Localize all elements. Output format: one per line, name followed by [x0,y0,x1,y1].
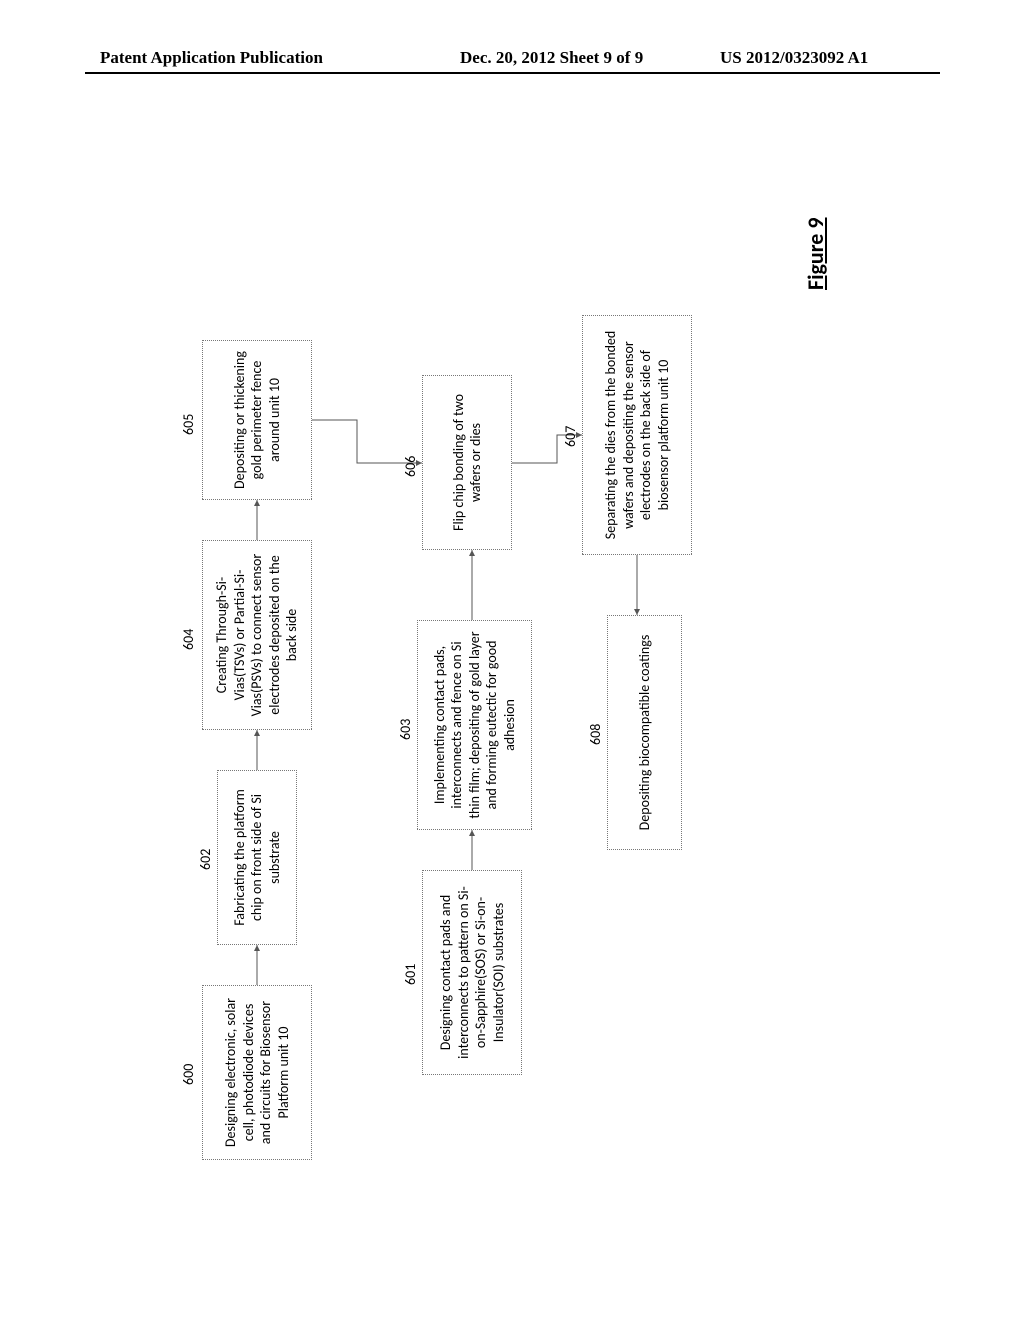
ref-601: 601 [402,964,419,985]
node-600-text: Designing electronic, solar cell, photod… [222,994,292,1151]
node-601-text: Designing contact pads and interconnects… [437,879,507,1066]
node-607-text: Separating the dies from the bonded wafe… [602,324,672,546]
node-608-text: Depositing biocompatible coatings [636,624,654,841]
ref-605: 605 [180,414,197,435]
node-600: Designing electronic, solar cell, photod… [202,985,312,1160]
ref-602: 602 [197,849,214,870]
node-606: Flip chip bonding of two wafers or dies [422,375,512,550]
page: Patent Application Publication Dec. 20, … [0,0,1024,1320]
header-mid: Dec. 20, 2012 Sheet 9 of 9 [460,48,643,68]
node-605-text: Depositing or thickening gold perimeter … [231,349,284,491]
figure-9-diagram: Designing electronic, solar cell, photod… [2,248,1022,1072]
node-601: Designing contact pads and interconnects… [422,870,522,1075]
ref-606: 606 [402,456,419,477]
node-602: Fabricating the platform chip on front s… [217,770,297,945]
header-left: Patent Application Publication [100,48,323,68]
node-603: Implementing contact pads, interconnects… [417,620,532,830]
ref-608: 608 [587,724,604,745]
node-605: Depositing or thickening gold perimeter … [202,340,312,500]
ref-607: 607 [562,426,579,447]
ref-603: 603 [397,719,414,740]
ref-600: 600 [180,1064,197,1085]
diagram-inner: Designing electronic, solar cell, photod… [162,150,862,1170]
header-right: US 2012/0323092 A1 [720,48,868,68]
ref-604: 604 [180,629,197,650]
figure-label: Figure 9 [802,217,829,290]
node-603-text: Implementing contact pads, interconnects… [431,629,519,821]
header-rule [85,72,940,74]
node-604: Creating Through-Si-Vias(TSVs) or Partia… [202,540,312,730]
node-602-text: Fabricating the platform chip on front s… [231,779,284,936]
node-607: Separating the dies from the bonded wafe… [582,315,692,555]
node-608: Depositing biocompatible coatings [607,615,682,850]
node-606-text: Flip chip bonding of two wafers or dies [450,384,485,541]
node-604-text: Creating Through-Si-Vias(TSVs) or Partia… [213,549,301,721]
